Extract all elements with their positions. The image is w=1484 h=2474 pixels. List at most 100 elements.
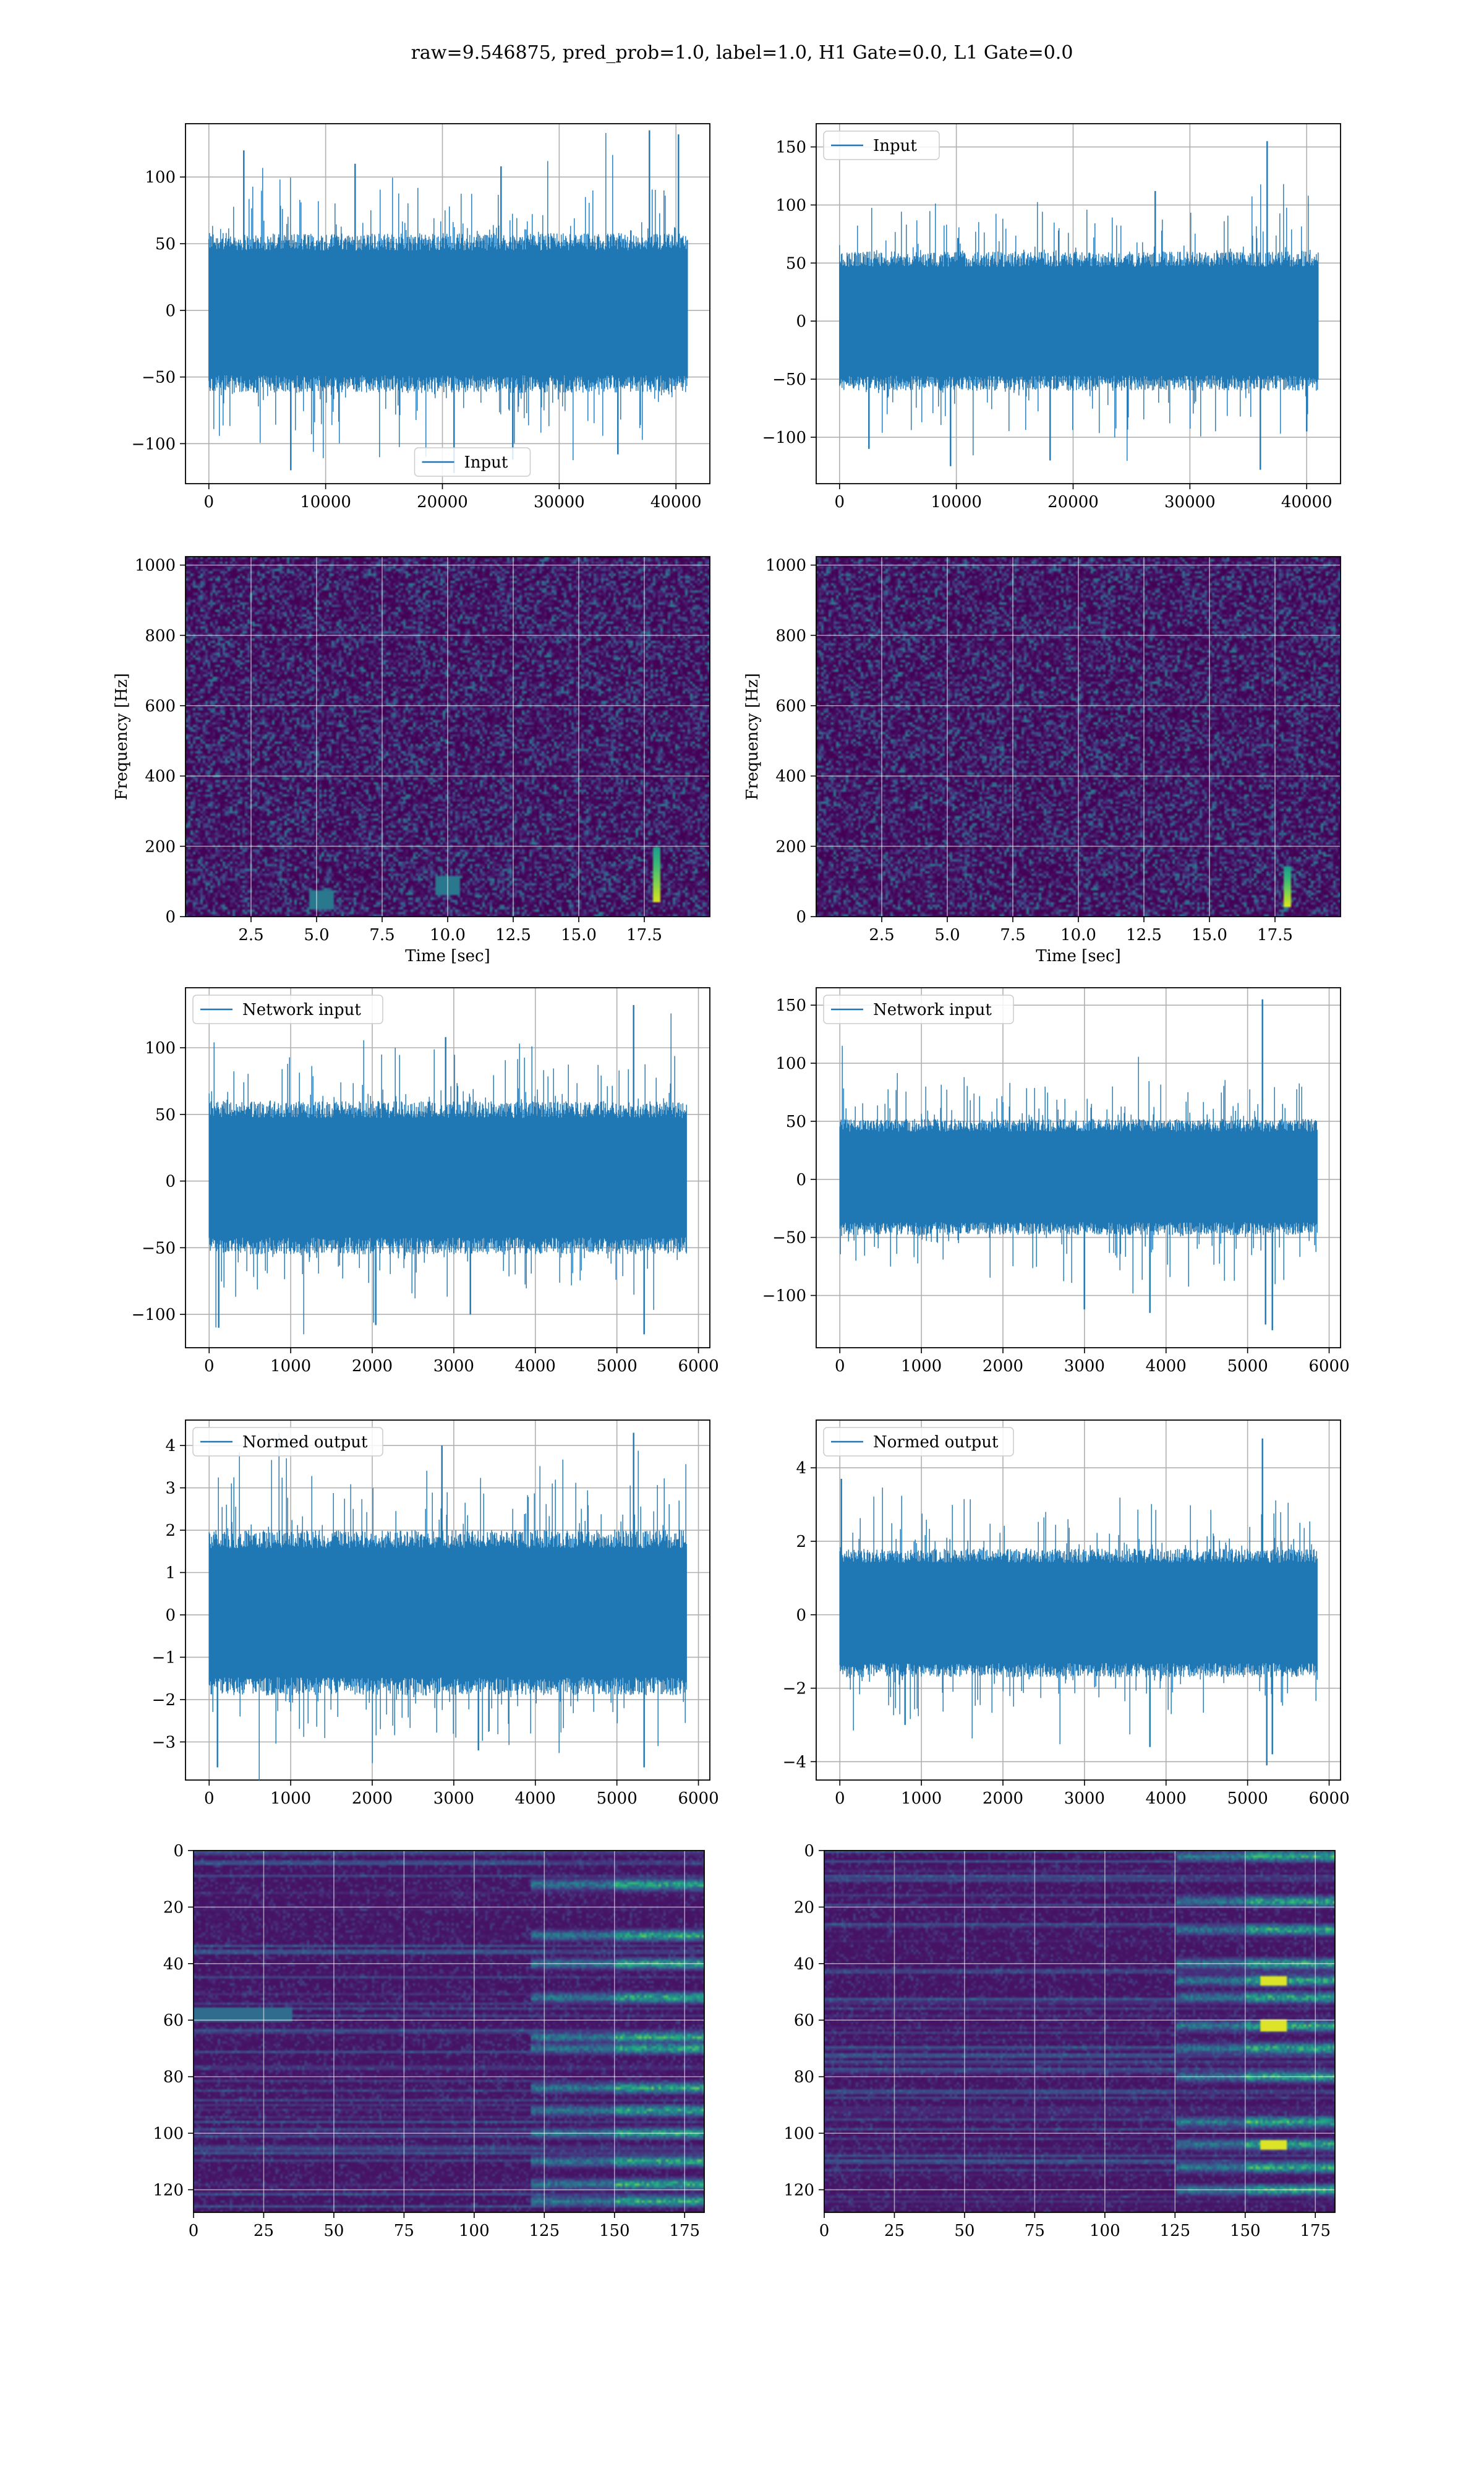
legend-label: Input	[464, 453, 508, 472]
y-tick-label: 4	[796, 1459, 806, 1478]
legend-box	[823, 1427, 1014, 1457]
x-tick-label: 50	[323, 2222, 344, 2240]
x-tick-label: 2.5	[238, 926, 263, 944]
axes-frame	[185, 123, 710, 484]
y-tick-label: 50	[786, 254, 806, 273]
series-core	[208, 253, 688, 374]
x-tick-label: 30000	[1164, 493, 1216, 511]
y-tick-label: 800	[775, 627, 806, 645]
chart-l1-network-input: 0 1000 2000 3000 4000 5000 6000 −100 −50 0 50 100 15…	[762, 987, 1350, 1376]
y-tick-label: 1	[165, 1564, 176, 1582]
y-tick-label: 60	[163, 2011, 184, 2030]
x-tick-label: 10.0	[430, 926, 466, 944]
x-tick-label: 17.5	[626, 926, 662, 944]
axes-frame	[816, 987, 1341, 1348]
x-tick-label: 2.5	[869, 926, 894, 944]
y-tick-label: 100	[775, 196, 806, 215]
x-tick-label: 40000	[650, 493, 702, 511]
x-tick-label: 4000	[515, 1357, 556, 1376]
x-tick-label: 0	[189, 2222, 199, 2240]
x-tick-label: 1000	[901, 1357, 942, 1376]
y-axis-label: Frequency [Hz]	[743, 673, 762, 800]
y-tick-label: 50	[155, 1106, 176, 1124]
legend-box	[823, 995, 1014, 1024]
x-tick-label: 4000	[515, 1789, 556, 1808]
y-tick-label: −50	[142, 369, 176, 387]
x-tick-label: 0	[204, 1357, 215, 1376]
axes-frame	[824, 1850, 1336, 2213]
x-tick-label: 125	[529, 2222, 560, 2240]
legend-label: Normed output	[873, 1433, 999, 1452]
y-tick-label: 20	[794, 1898, 814, 1917]
x-tick-label: 4000	[1146, 1789, 1187, 1808]
y-tick-label: 0	[796, 312, 806, 331]
x-tick-label: 75	[394, 2222, 414, 2240]
y-tick-label: 60	[794, 2011, 814, 2030]
x-tick-label: 12.5	[495, 926, 531, 944]
x-tick-label: 125	[1159, 2222, 1190, 2240]
chart-l1-input: 0 10000 20000 30000 40000 −100 −50 0 50 100 150 Inp…	[762, 123, 1341, 511]
y-tick-label: 80	[794, 2068, 814, 2087]
x-tick-label: 0	[203, 493, 214, 511]
x-tick-label: 10000	[931, 493, 982, 511]
chart-h1-feature-map: 0 25 50 75 100 125 150 175 0 20 40 60 80 100 120	[153, 1842, 705, 2240]
x-tick-label: 20000	[417, 493, 468, 511]
y-tick-label: 2	[796, 1533, 806, 1551]
x-tick-label: 40000	[1281, 493, 1333, 511]
y-tick-label: 2	[165, 1522, 176, 1540]
figure-title: raw=9.546875, pred_prob=1.0, label=1.0, …	[411, 42, 1073, 64]
axes-frame	[193, 1850, 705, 2213]
series-core	[209, 1551, 686, 1675]
legend: Normed output	[192, 1427, 383, 1457]
y-tick-label: −50	[772, 1229, 806, 1248]
heatmap-image	[824, 1851, 1335, 2212]
x-tick-label: 175	[1300, 2222, 1331, 2240]
x-tick-label: 10000	[300, 493, 351, 511]
y-tick-label: 200	[145, 837, 176, 856]
y-tick-label: −4	[783, 1753, 806, 1771]
x-tick-label: 0	[819, 2222, 830, 2240]
legend-label: Normed output	[242, 1433, 368, 1452]
x-tick-label: 5000	[597, 1357, 638, 1376]
x-tick-label: 2000	[352, 1357, 393, 1376]
y-axis-label: Frequency [Hz]	[113, 673, 131, 800]
y-tick-label: 100	[145, 1039, 176, 1058]
x-tick-label: 0	[835, 1789, 845, 1808]
y-tick-label: 40	[794, 1955, 814, 1974]
chart-h1-network-input: 0 1000 2000 3000 4000 5000 6000 −100 −50 0 50 100 Ne…	[132, 987, 719, 1376]
y-tick-label: 150	[775, 996, 806, 1015]
legend-box	[414, 447, 531, 477]
x-tick-label: 3000	[1064, 1789, 1105, 1808]
legend-label: Network input	[242, 1001, 361, 1019]
axes-frame	[185, 987, 710, 1348]
x-tick-label: 0	[835, 1357, 845, 1376]
x-tick-label: 1000	[901, 1789, 942, 1808]
y-tick-label: 400	[775, 768, 806, 786]
chart-h1-spectrogram: 2.5 5.0 7.5 10.0 12.5 15.0 17.5 0 200 400 600 800 10…	[113, 556, 710, 965]
legend-box	[192, 995, 383, 1024]
x-tick-label: 0	[204, 1789, 215, 1808]
axes-frame	[816, 123, 1341, 484]
x-tick-label: 175	[669, 2222, 700, 2240]
legend-label: Network input	[873, 1001, 992, 1019]
x-tick-label: 6000	[1308, 1789, 1349, 1808]
y-tick-label: −2	[783, 1680, 806, 1698]
legend: Normed output	[823, 1427, 1014, 1457]
x-tick-label: 1000	[270, 1789, 311, 1808]
x-tick-label: 100	[459, 2222, 490, 2240]
y-tick-label: 0	[165, 302, 176, 320]
y-tick-label: 100	[775, 1055, 806, 1073]
chart-h1-input: 0 10000 20000 30000 40000 −100 −50 0 50 100 Input	[132, 123, 710, 511]
x-tick-label: 25	[254, 2222, 274, 2240]
y-tick-label: −50	[772, 370, 806, 389]
x-tick-label: 17.5	[1257, 926, 1293, 944]
x-tick-label: 50	[954, 2222, 974, 2240]
x-tick-label: 4000	[1146, 1357, 1187, 1376]
y-tick-label: 1000	[765, 557, 806, 575]
y-tick-label: 0	[796, 1171, 806, 1189]
legend: Network input	[823, 995, 1014, 1024]
chart-l1-spectrogram: 2.5 5.0 7.5 10.0 12.5 15.0 17.5 0 200 400 600 800 10…	[743, 556, 1341, 965]
x-tick-label: 7.5	[1000, 926, 1025, 944]
y-tick-label: 0	[804, 1842, 814, 1860]
